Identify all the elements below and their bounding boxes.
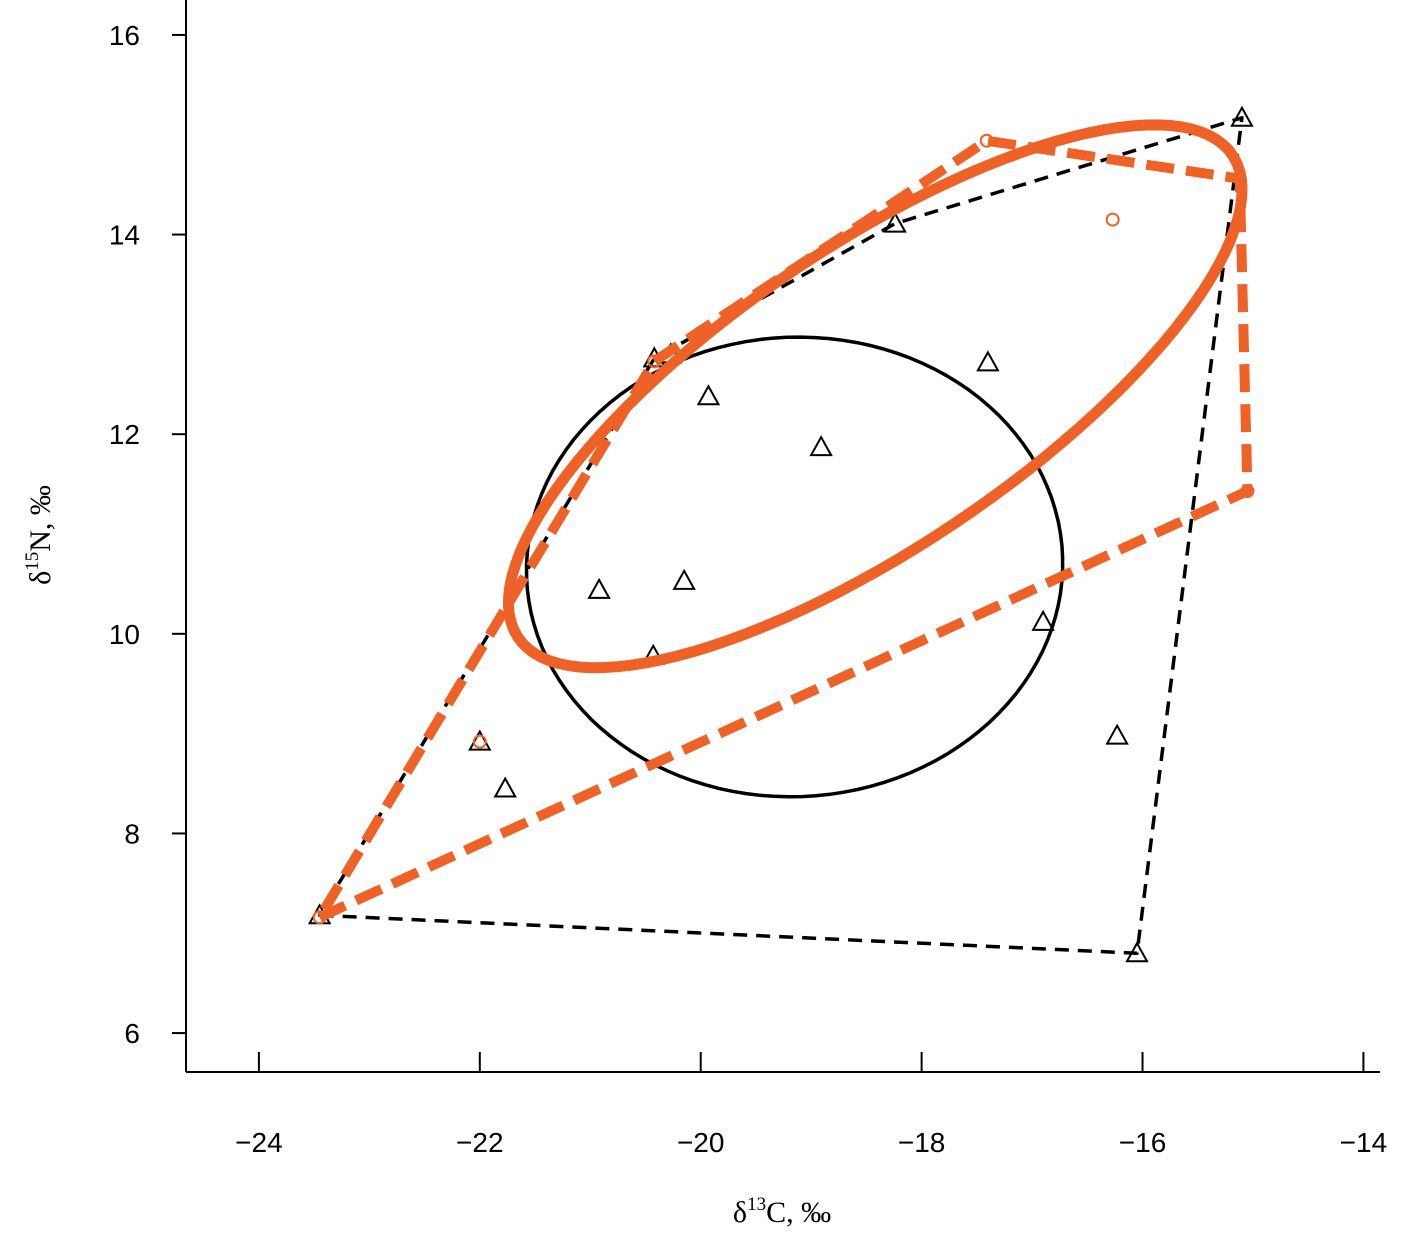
convex-hull: [317, 116, 1244, 955]
point: [979, 133, 994, 148]
point: [672, 568, 696, 590]
point: [809, 435, 833, 457]
point: [1232, 171, 1247, 186]
point: [1125, 941, 1149, 963]
x-label-symbol: δ: [733, 1196, 747, 1229]
point: [1031, 609, 1055, 631]
point: [696, 384, 721, 406]
x-label-sup: 13: [747, 1194, 766, 1215]
y-tick-label: 14: [109, 220, 140, 251]
x-tick-label: −20: [677, 1127, 725, 1158]
point: [312, 910, 327, 925]
y-tick-label: 6: [124, 1018, 140, 1049]
y-tick-label: 12: [109, 419, 140, 450]
point: [472, 734, 487, 749]
x-label-text: C, ‰: [766, 1196, 831, 1229]
point: [587, 577, 611, 599]
point: [883, 211, 907, 233]
x-tick-label: −16: [1119, 1127, 1167, 1158]
y-axis-label: δ15N, ‰: [22, 485, 57, 585]
x-tick-label: −14: [1340, 1127, 1388, 1158]
ellipse: [502, 119, 1248, 674]
x-tick-label: −18: [898, 1127, 946, 1158]
y-tick-label: 10: [109, 619, 140, 650]
y-label-text: N, ‰: [24, 485, 57, 552]
y-tick-label: 8: [124, 818, 140, 849]
point: [493, 776, 517, 798]
point: [647, 354, 662, 369]
point: [976, 350, 1000, 372]
point: [1105, 723, 1129, 745]
y-label-symbol: δ: [24, 571, 57, 585]
convex-hull: [314, 135, 1253, 923]
y-tick-label: 16: [109, 20, 140, 51]
x-tick-label: −22: [456, 1127, 504, 1158]
x-tick-label: −24: [235, 1127, 283, 1158]
x-axis-label: δ13C, ‰: [733, 1194, 831, 1229]
point: [1105, 212, 1120, 227]
point: [1240, 484, 1255, 499]
point: [1230, 105, 1254, 127]
ellipse: [524, 335, 1065, 799]
y-label-sup: 15: [22, 552, 43, 571]
